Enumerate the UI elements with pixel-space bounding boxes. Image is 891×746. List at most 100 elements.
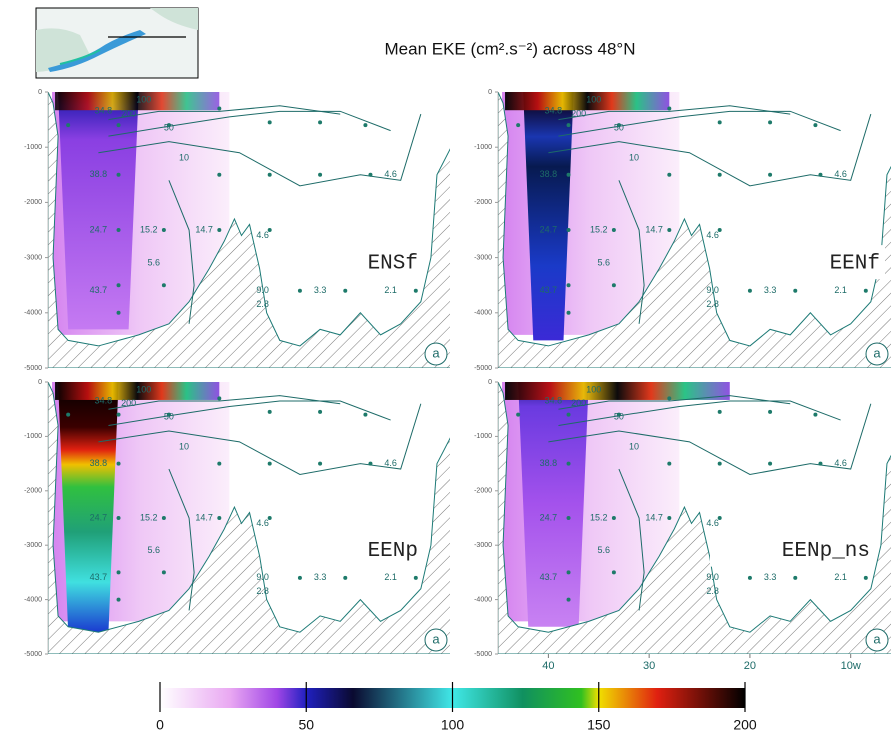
contour-label: 100 [586,385,601,395]
station-label: 4.6 [256,518,269,528]
station-label: 34.8 [95,395,113,405]
station-dot [66,412,71,417]
surface-strip [55,382,220,400]
station-label: 2.1 [834,285,847,295]
station-label: 34.8 [545,395,563,405]
contour-label: 200 [571,108,586,118]
station-dot [667,172,672,177]
station-dot [616,412,621,417]
station-dot [267,516,272,520]
station-dot [793,575,798,580]
y-tick-label: 0 [488,379,492,386]
panel-plot: 34.8 38.8 24.7 43.7 15.2 5.6 14.7 4.6 9.0 2.8 3.3 2… [48,382,450,654]
contour-label: 10 [629,442,639,452]
station-dot [116,461,121,466]
station-label: 3.3 [314,572,327,582]
contour-label: 100 [136,385,151,395]
station-dot [813,123,818,128]
station-dot [717,461,722,466]
surface-strip [505,382,730,400]
station-dot [611,516,616,520]
station-dot [516,412,521,417]
y-tick-label: -5000 [24,651,42,658]
station-label: 4.6 [256,230,269,240]
station-dot [413,575,418,580]
station-dot [116,597,121,602]
station-label: 38.8 [540,458,558,468]
y-tick-label: -1000 [24,433,42,440]
station-dot [611,228,616,232]
station-label: 2.8 [706,586,719,596]
station-dot [297,575,302,580]
y-tick-label: -5000 [474,365,492,372]
contour-line [108,110,391,137]
station-dot [217,228,222,232]
station-label: 4.6 [834,169,847,179]
panel-tag-ring [865,628,889,652]
station-dot [667,461,672,466]
station-dot [217,396,222,401]
station-dot [161,283,166,288]
station-dot [318,120,323,125]
station-dot [116,123,121,128]
station-dot [717,409,722,414]
contour-line [98,403,422,476]
field-core [523,92,574,341]
station-dot [717,516,722,520]
station-dot [343,288,348,293]
panel-label: EENp [368,540,418,563]
station-dot [768,172,773,177]
station-dot [566,570,571,575]
contour-line [108,105,341,121]
contour-label: 10 [629,153,639,163]
station-dot [863,575,868,580]
contour-label: 200 [121,398,136,408]
station-dot [566,597,571,602]
bathymetry [498,382,891,654]
station-label: 4.6 [834,458,847,468]
contour-label: 50 [164,122,174,132]
station-dot [566,310,571,315]
station-dot [161,228,166,232]
map-inset [35,7,199,79]
station-dot [161,516,166,520]
station-dot [343,575,348,580]
station-dot [116,172,121,177]
station-dot [747,288,752,293]
panel-plot: 34.8 38.8 24.7 43.7 15.2 5.6 14.7 4.6 9.0 2.8 3.3 2… [498,92,891,368]
field-core [58,382,119,633]
station-dot [166,412,171,417]
station-dot [611,283,616,288]
station-label: 24.7 [540,224,558,234]
station-dot [217,461,222,466]
contour-line [618,180,645,324]
station-dot [566,283,571,288]
station-dot [667,516,672,520]
colorbar: 0 50 100 150 200 [156,682,757,733]
y-tick-label: -4000 [24,596,42,603]
station-dot [116,310,121,315]
contour-label: 10 [179,153,189,163]
station-dot [66,123,71,128]
y-tick-label: -5000 [474,651,492,658]
contour-line [558,395,791,410]
contour-line [548,403,872,476]
station-dot [217,516,222,520]
label-backing [780,245,885,280]
station-dot [116,516,121,520]
station-label: 5.6 [148,545,161,555]
field-core [58,92,139,330]
station-label: 14.7 [195,512,213,522]
contour-label: 100 [136,95,151,105]
y-tick-label: -2000 [474,488,492,495]
panel-tag-ring [424,342,448,366]
station-dot [768,409,773,414]
section-panel: 34.8 38.8 24.7 43.7 15.2 5.6 14.7 4.6 9.0 2.8 3.3 2… [474,379,891,672]
station-dot [566,228,571,232]
y-tick-label: -4000 [24,310,42,317]
panel-tag: a [432,345,440,360]
station-dot [768,120,773,125]
station-label: 38.8 [90,169,108,179]
station-dot [717,228,722,232]
station-label: 9.0 [256,572,269,582]
